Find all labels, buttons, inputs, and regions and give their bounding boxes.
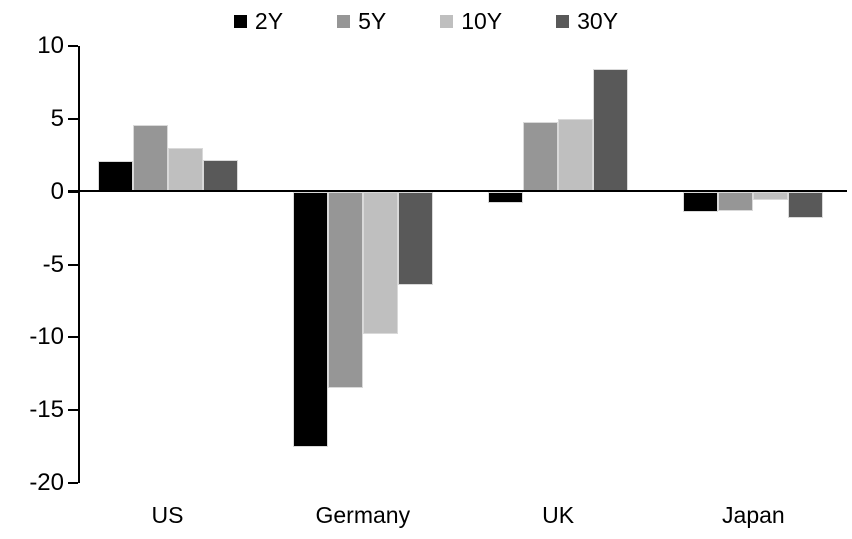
bar-us-2y	[97, 161, 133, 192]
y-axis-tick	[68, 409, 78, 412]
legend-item-5y: 5Y	[337, 8, 386, 34]
legend-item-2y: 2Y	[233, 8, 284, 34]
bar-japan-30y	[788, 191, 824, 218]
y-axis-tick-label: -15	[29, 396, 64, 424]
legend-swatch-30y	[556, 14, 570, 28]
bar-uk-5y	[523, 121, 559, 192]
x-axis-category-label: Germany	[315, 502, 411, 528]
bar-japan-10y	[753, 191, 789, 201]
y-axis-tick	[68, 482, 78, 485]
y-axis-tick-label: -10	[29, 323, 64, 351]
bar-germany-2y	[292, 191, 328, 447]
y-axis-tick-label: -5	[42, 250, 64, 278]
legend-label: 30Y	[577, 8, 619, 34]
x-axis-category-label: UK	[542, 502, 575, 528]
legend-swatch-10y	[440, 14, 454, 28]
legend-label: 2Y	[254, 8, 284, 34]
bar-us-10y	[167, 147, 203, 192]
y-axis-tick-label: 5	[50, 104, 64, 132]
legend-item-10y: 10Y	[440, 8, 502, 34]
legend-item-30y: 30Y	[556, 8, 618, 34]
y-axis-tick-label: -20	[29, 469, 64, 497]
bar-uk-2y	[488, 191, 524, 204]
x-axis-category-label: US	[151, 502, 184, 528]
bar-germany-5y	[327, 191, 363, 389]
y-axis-line	[78, 46, 80, 483]
bar-us-5y	[132, 124, 168, 192]
y-axis-tick	[68, 117, 78, 120]
bar-us-30y	[202, 159, 238, 192]
legend-label: 5Y	[358, 8, 387, 34]
y-axis-tick	[68, 45, 78, 47]
legend-swatch-2y	[233, 14, 247, 28]
y-axis-tick-label: 0	[50, 177, 64, 205]
zero-baseline	[68, 189, 847, 192]
bar-japan-5y	[718, 191, 754, 211]
y-axis-tick	[68, 263, 78, 266]
y-axis-tick	[68, 190, 78, 193]
bar-japan-2y	[683, 191, 719, 213]
bar-uk-30y	[593, 69, 629, 192]
y-axis-tick	[68, 336, 78, 339]
bar-germany-30y	[397, 191, 433, 285]
x-axis-category-label: Japan	[722, 502, 785, 528]
bar-uk-10y	[558, 118, 594, 192]
y-axis-tick-label: 10	[37, 32, 64, 59]
legend-swatch-5y	[337, 14, 351, 28]
bar-germany-10y	[362, 191, 398, 335]
legend-label: 10Y	[461, 8, 503, 34]
chart-legend: 2Y 5Y 10Y 30Y	[0, 8, 852, 34]
